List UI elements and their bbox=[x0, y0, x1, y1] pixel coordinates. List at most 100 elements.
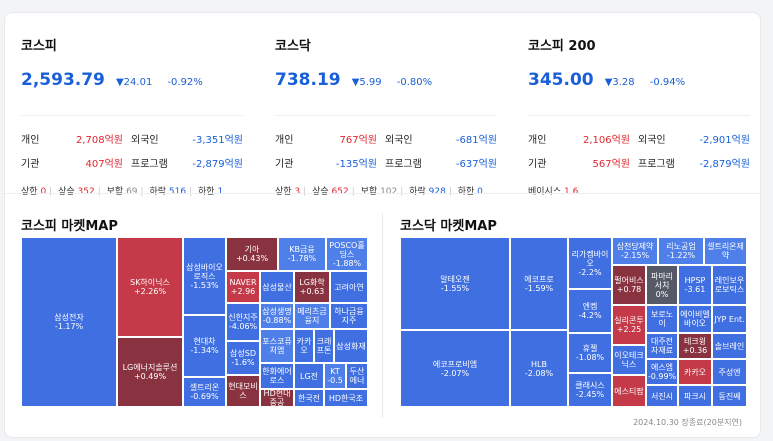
flow-label-individual: 개인 bbox=[21, 135, 40, 146]
map-tile[interactable]: 하나금융지주 bbox=[330, 303, 368, 329]
map-tile[interactable]: 파마리서치 0% bbox=[646, 265, 678, 305]
index-value: 345.00 bbox=[528, 70, 594, 90]
kosdaq-map-title: 코스닥 마켓MAP bbox=[400, 219, 497, 234]
map-tile[interactable]: LG화학 +0.63 bbox=[294, 271, 330, 303]
flow-label-individual: 개인 bbox=[528, 135, 547, 146]
map-tile[interactable]: LG에너지솔루션 +0.49% bbox=[117, 337, 183, 407]
map-tile[interactable]: POSCO홀딩스 -1.88% bbox=[326, 237, 368, 271]
map-divider bbox=[382, 213, 383, 418]
map-tile[interactable]: 리노공업 -1.22% bbox=[658, 237, 704, 265]
map-tile[interactable]: 동진쎄 bbox=[712, 385, 747, 407]
map-tile[interactable]: 클래시스 -2.45% bbox=[568, 373, 612, 407]
index-value: 738.19 bbox=[275, 70, 341, 90]
flow-label-institution: 기관 bbox=[275, 159, 294, 170]
map-tile[interactable]: 한국전 bbox=[294, 389, 324, 407]
map-tile[interactable]: 현대모비스 bbox=[226, 375, 260, 407]
index-percent: -0.92% bbox=[167, 77, 203, 88]
index-name[interactable]: 코스피 200 bbox=[528, 39, 596, 54]
basis-stat: 베이시스 1.6 bbox=[528, 187, 579, 197]
map-tile[interactable]: JYP Ent. bbox=[712, 305, 747, 333]
map-tile[interactable]: 휴젤 -1.08% bbox=[568, 333, 612, 373]
map-tile[interactable]: 현대차 -1.34% bbox=[183, 315, 226, 377]
map-tile[interactable]: 에코프로비엠 -2.07% bbox=[400, 330, 510, 407]
map-tile[interactable]: LG전 bbox=[294, 363, 324, 389]
map-tile[interactable]: 크래프톤 bbox=[314, 329, 334, 363]
map-tile[interactable]: 기아 +0.43% bbox=[226, 237, 278, 271]
map-tile[interactable]: KT -0.5 bbox=[324, 363, 346, 389]
map-tile[interactable]: 실리콘투 +2.25 bbox=[612, 305, 646, 345]
map-tile[interactable]: NAVER +2.96 bbox=[226, 271, 260, 303]
map-tile[interactable]: SK하이닉스 +2.26% bbox=[117, 237, 183, 337]
divider bbox=[275, 115, 497, 116]
map-tile[interactable]: 리가켐바이오 -2.2% bbox=[568, 237, 612, 289]
flow-value-individual: 767억원 bbox=[339, 135, 378, 146]
map-tile[interactable]: 대주전자재료 bbox=[646, 333, 678, 359]
index-change: ▼5.99 bbox=[351, 77, 382, 88]
map-tile[interactable]: 삼성물산 bbox=[260, 271, 294, 303]
map-tile[interactable]: 메리츠금융지 bbox=[294, 303, 330, 329]
map-tile[interactable]: 파크시 bbox=[678, 385, 712, 407]
divider bbox=[528, 115, 750, 116]
map-tile[interactable]: 주성엔 bbox=[712, 359, 747, 385]
map-tile[interactable]: 셀트리온 -0.69% bbox=[183, 377, 226, 407]
flow-label-program: 프로그램 bbox=[638, 159, 675, 170]
map-tile[interactable]: 레인보우로보틱스 bbox=[712, 265, 747, 305]
map-tile[interactable]: 삼성화재 bbox=[334, 329, 368, 363]
flow-value-program: -2,879억원 bbox=[192, 159, 243, 170]
flow-value-foreign: -681억원 bbox=[455, 135, 497, 146]
map-tile[interactable]: 에코프로 -1.59% bbox=[510, 237, 568, 330]
map-tile[interactable]: 보로노이 bbox=[646, 305, 678, 333]
market-summary-card: 코스피 2,593.79 ▼24.01 -0.92% 개인 2,708억원 외국… bbox=[4, 12, 761, 438]
map-tile[interactable]: 삼성바이오로직스 -1.53% bbox=[183, 237, 226, 315]
index-name[interactable]: 코스피 bbox=[21, 39, 57, 54]
flow-label-foreign: 외국인 bbox=[638, 135, 666, 146]
map-tile[interactable]: 이오테크닉스 bbox=[612, 345, 646, 375]
flow-value-foreign: -3,351억원 bbox=[192, 135, 243, 146]
index-kospi[interactable]: 코스피 2,593.79 ▼24.01 -0.92% 개인 2,708억원 외국… bbox=[21, 35, 243, 197]
flow-label-individual: 개인 bbox=[275, 135, 294, 146]
map-tile[interactable]: 에이비엘바이오 bbox=[678, 305, 712, 333]
map-tile[interactable]: 알테오젠 -1.55% bbox=[400, 237, 510, 330]
index-kosdaq[interactable]: 코스닥 738.19 ▼5.99 -0.80% 개인 767억원 외국인 -68… bbox=[275, 35, 497, 197]
flow-label-foreign: 외국인 bbox=[131, 135, 159, 146]
map-tile[interactable]: 삼성전자 -1.17% bbox=[21, 237, 117, 407]
update-timestamp: 2024.10.30 장종료(20분지연) bbox=[633, 418, 742, 427]
map-tile[interactable]: 에스엠 -0.99% bbox=[646, 359, 678, 385]
kospi-map-title: 코스피 마켓MAP bbox=[21, 219, 118, 234]
map-tile[interactable]: 테크윙 +0.36 bbox=[678, 333, 712, 359]
map-tile[interactable]: HD한국조 bbox=[324, 389, 368, 407]
map-tile[interactable]: 한화에어로스 bbox=[260, 363, 294, 389]
flow-value-institution: 407억원 bbox=[85, 159, 124, 170]
map-tile[interactable]: 서진시 bbox=[646, 385, 678, 407]
map-tile[interactable]: 포스코퓨처엠 bbox=[260, 329, 294, 363]
flow-label-institution: 기관 bbox=[21, 159, 40, 170]
map-tile[interactable]: 두산에너 bbox=[346, 363, 368, 389]
section-divider bbox=[5, 193, 760, 194]
map-tile[interactable]: 신한지주 -4.06% bbox=[226, 303, 260, 341]
map-tile[interactable]: 고려아연 bbox=[330, 271, 368, 303]
map-tile[interactable]: 삼성생명 -0.88% bbox=[260, 303, 294, 329]
index-change: ▼3.28 bbox=[604, 77, 635, 88]
map-tile[interactable]: 삼성SD -1.6% bbox=[226, 341, 260, 375]
flow-label-program: 프로그램 bbox=[385, 159, 422, 170]
advance-decline-stats: 상한 0 | 상승 352 | 보합 69 | 하락 516 | 하한 1 bbox=[21, 187, 224, 197]
map-tile[interactable]: 삼천당제약 -2.15% bbox=[612, 237, 658, 265]
map-tile[interactable]: 셀트리온제약 bbox=[704, 237, 747, 265]
map-tile[interactable]: HPSP -3.61 bbox=[678, 265, 712, 305]
index-kospi200[interactable]: 코스피 200 345.00 ▼3.28 -0.94% 개인 2,106억원 외… bbox=[528, 35, 750, 197]
flow-value-program: -637억원 bbox=[455, 159, 497, 170]
map-tile[interactable]: 카카오 bbox=[678, 359, 712, 385]
map-tile[interactable]: 카카오 bbox=[294, 329, 314, 363]
map-tile[interactable]: HLB -2.08% bbox=[510, 330, 568, 407]
flow-label-institution: 기관 bbox=[528, 159, 547, 170]
map-tile[interactable]: 솔브레인 bbox=[712, 333, 747, 359]
map-tile[interactable]: 펄어비스 +0.78 bbox=[612, 265, 646, 305]
map-tile[interactable]: 엔켐 -4.2% bbox=[568, 289, 612, 333]
index-change: ▼24.01 bbox=[115, 77, 153, 88]
map-tile[interactable]: 에스티팜 bbox=[612, 375, 646, 407]
flow-label-program: 프로그램 bbox=[131, 159, 168, 170]
map-tile[interactable]: HD현대중공 bbox=[260, 389, 294, 407]
index-name[interactable]: 코스닥 bbox=[275, 39, 311, 54]
flow-value-institution: 567억원 bbox=[592, 159, 631, 170]
map-tile[interactable]: KB금융 -1.78% bbox=[278, 237, 326, 271]
